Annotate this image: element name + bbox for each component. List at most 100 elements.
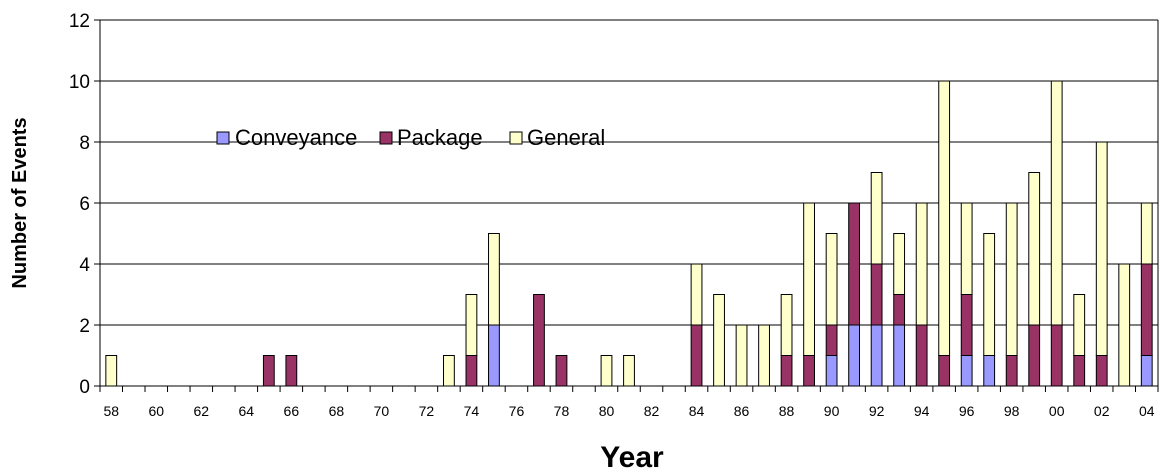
x-tick-label: 02: [1094, 403, 1110, 419]
bar-segment-general-58: [105, 355, 118, 387]
bar-segment-general-84: [690, 263, 703, 326]
bar-segment-package-74: [465, 355, 478, 387]
bar-segment-general-03: [1118, 263, 1131, 387]
bar-segment-general-95: [938, 80, 951, 356]
bar-segment-general-92: [870, 172, 883, 265]
x-tick-labels: 58 60 62 64 66 68 70 72 74 76 78 80 82 84 86 88 90 92 94 96…: [103, 403, 1154, 419]
legend-swatch-conveyance: [216, 131, 230, 145]
legend-label-general: General: [527, 125, 605, 150]
x-tick-label: 64: [239, 403, 255, 419]
legend: Conveyance Package General: [216, 125, 605, 150]
x-tick-label: 86: [734, 403, 750, 419]
x-tick-label: 00: [1049, 403, 1065, 419]
y-axis-title: Number of Events: [9, 117, 31, 288]
y-tick-label: 8: [79, 133, 90, 154]
bar-segment-package-04: [1140, 263, 1153, 356]
bar-segment-conveyance-75: [488, 324, 500, 387]
bar-segment-general-73: [443, 355, 455, 387]
y-tick-labels: 0 2 4 6 8 10 12: [69, 11, 91, 398]
bar-segment-package-99: [1028, 324, 1041, 387]
bar-segment-general-97: [983, 233, 996, 356]
bar-segment-package-84: [690, 324, 703, 387]
bar-segment-general-93: [893, 233, 906, 295]
x-tick-label: 90: [824, 403, 840, 419]
x-tick-label: 68: [329, 403, 345, 419]
bar-segment-package-91: [848, 202, 861, 326]
bar-segment-package-96: [960, 294, 973, 356]
bar-segment-general-00: [1050, 80, 1063, 326]
x-tick-label: 92: [869, 403, 885, 419]
x-tick-label: 94: [914, 403, 930, 419]
axes: [99, 20, 1159, 392]
bar-segment-package-92: [870, 263, 883, 326]
bar-segment-general-99: [1028, 172, 1041, 326]
bar-segment-general-85: [713, 294, 725, 387]
bar-segment-package-78: [555, 355, 568, 387]
legend-label-package: Package: [397, 125, 483, 150]
x-tick-label: 70: [374, 403, 390, 419]
x-tick-label: 78: [554, 403, 570, 419]
x-tick-label: 74: [464, 403, 480, 419]
bars: [105, 80, 1153, 387]
bar-segment-package-77: [533, 294, 545, 387]
bar-segment-conveyance-91: [848, 324, 861, 387]
x-tick-label: 98: [1004, 403, 1020, 419]
bar-segment-general-90: [825, 233, 838, 326]
bar-segment-conveyance-97: [983, 355, 996, 387]
x-tick-label: 58: [103, 403, 119, 419]
bar-segment-package-93: [893, 294, 906, 326]
bar-segment-general-86: [735, 324, 748, 387]
x-tick-label: 62: [194, 403, 210, 419]
bar-segment-general-02: [1095, 141, 1108, 356]
bar-segment-general-96: [960, 202, 973, 295]
legend-swatch-general: [509, 131, 523, 145]
bar-segment-general-87: [758, 324, 770, 387]
bar-segment-package-89: [803, 355, 815, 387]
bar-segment-package-02: [1095, 355, 1108, 387]
bar-segment-package-01: [1073, 355, 1086, 387]
bar-segment-general-98: [1005, 202, 1018, 356]
bar-segment-general-01: [1073, 294, 1086, 356]
bar-segment-general-89: [803, 202, 815, 356]
x-tick-label: 76: [509, 403, 525, 419]
x-tick-label: 04: [1139, 403, 1155, 419]
y-tick-label: 2: [79, 316, 90, 337]
x-tick-label: 80: [599, 403, 615, 419]
x-axis-title: Year: [600, 441, 664, 474]
bar-segment-general-88: [780, 294, 793, 356]
x-tick-label: 66: [284, 403, 300, 419]
bar-segment-package-90: [825, 324, 838, 356]
y-tick-label: 0: [79, 377, 90, 398]
y-tick-label: 10: [69, 72, 90, 93]
bar-segment-package-65: [262, 355, 275, 387]
bar-segment-general-81: [623, 355, 635, 387]
bar-segment-package-94: [915, 324, 928, 387]
x-tick-label: 82: [644, 403, 660, 419]
bar-segment-package-95: [938, 355, 951, 387]
x-tick-label: 88: [779, 403, 795, 419]
x-tick-label: 96: [959, 403, 975, 419]
y-tick-label: 4: [79, 255, 90, 276]
bar-segment-package-00: [1050, 324, 1063, 387]
x-tick-label: 72: [419, 403, 435, 419]
bar-segment-general-75: [488, 233, 500, 326]
bar-segment-package-88: [780, 355, 793, 387]
legend-label-conveyance: Conveyance: [235, 125, 357, 150]
x-tick-label: 84: [689, 403, 705, 419]
bar-segment-conveyance-04: [1140, 355, 1153, 387]
bar-segment-conveyance-92: [870, 324, 883, 387]
bar-segment-conveyance-90: [825, 355, 838, 387]
bar-segment-general-94: [915, 202, 928, 326]
y-tick-label: 12: [69, 11, 90, 32]
bar-segment-general-74: [465, 294, 478, 356]
bar-segment-conveyance-93: [893, 324, 906, 387]
gridlines: [94, 19, 1158, 387]
x-tick-label: 60: [148, 403, 164, 419]
bar-segment-general-04: [1140, 202, 1153, 265]
bar-segment-package-66: [285, 355, 298, 387]
bar-segment-conveyance-96: [960, 355, 973, 387]
legend-swatch-package: [379, 131, 393, 145]
y-tick-label: 6: [79, 194, 90, 215]
bar-segment-package-98: [1005, 355, 1018, 387]
